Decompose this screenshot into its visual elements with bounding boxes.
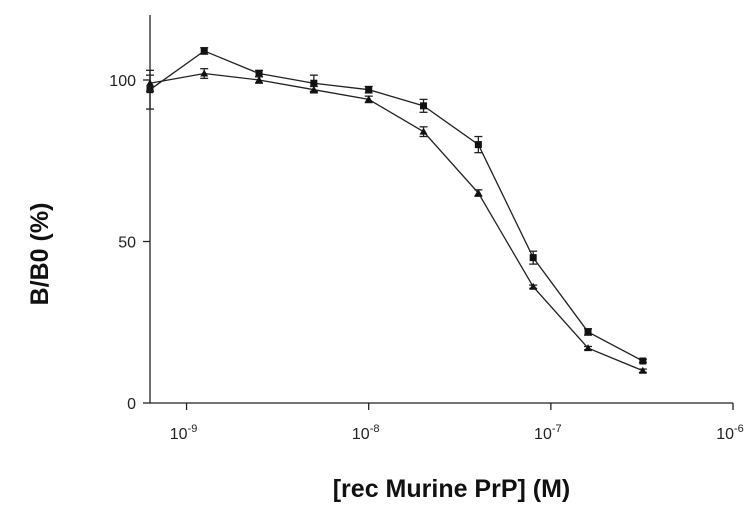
x-tick-label: 10-9 bbox=[170, 423, 198, 443]
series-layer bbox=[146, 47, 647, 374]
y-ticks: 0 50 100 bbox=[109, 73, 150, 413]
series-line bbox=[149, 72, 644, 372]
data-point-triangle bbox=[255, 76, 264, 83]
data-point-triangle bbox=[309, 85, 318, 93]
data-point-triangle bbox=[364, 95, 373, 103]
data-point-triangle bbox=[200, 69, 209, 77]
data-point-square bbox=[639, 357, 647, 365]
x-tick-label: 10-6 bbox=[716, 423, 744, 443]
y-axis-title: B/B0 (%) bbox=[26, 203, 54, 306]
data-point-square bbox=[474, 141, 482, 149]
x-ticks: 10-9 10-8 10-7 10-6 bbox=[170, 403, 744, 443]
data-point-square bbox=[584, 328, 592, 336]
x-tick-label: 10-7 bbox=[534, 423, 562, 443]
series-triangle bbox=[146, 68, 647, 374]
axes bbox=[149, 15, 733, 404]
data-point-square bbox=[420, 102, 428, 110]
x-tick-label: 10-8 bbox=[352, 423, 380, 443]
data-point-square bbox=[200, 47, 208, 55]
y-tick-label: 50 bbox=[118, 235, 136, 252]
data-point-triangle bbox=[474, 189, 483, 197]
data-point-triangle bbox=[584, 344, 593, 352]
series-line bbox=[149, 50, 644, 362]
x-axis-title: [rec Murine PrP] (M) bbox=[333, 475, 571, 503]
data-point-square bbox=[255, 70, 263, 78]
data-point-triangle bbox=[529, 282, 538, 290]
data-point-triangle bbox=[419, 127, 428, 135]
series-square bbox=[146, 47, 647, 365]
data-point-square bbox=[365, 86, 373, 94]
data-point-square bbox=[529, 254, 537, 262]
data-point-triangle bbox=[638, 366, 647, 374]
y-tick-label: 100 bbox=[109, 73, 136, 90]
data-point-triangle bbox=[146, 79, 154, 87]
y-tick-label: 0 bbox=[127, 396, 136, 413]
data-point-square bbox=[310, 79, 318, 87]
